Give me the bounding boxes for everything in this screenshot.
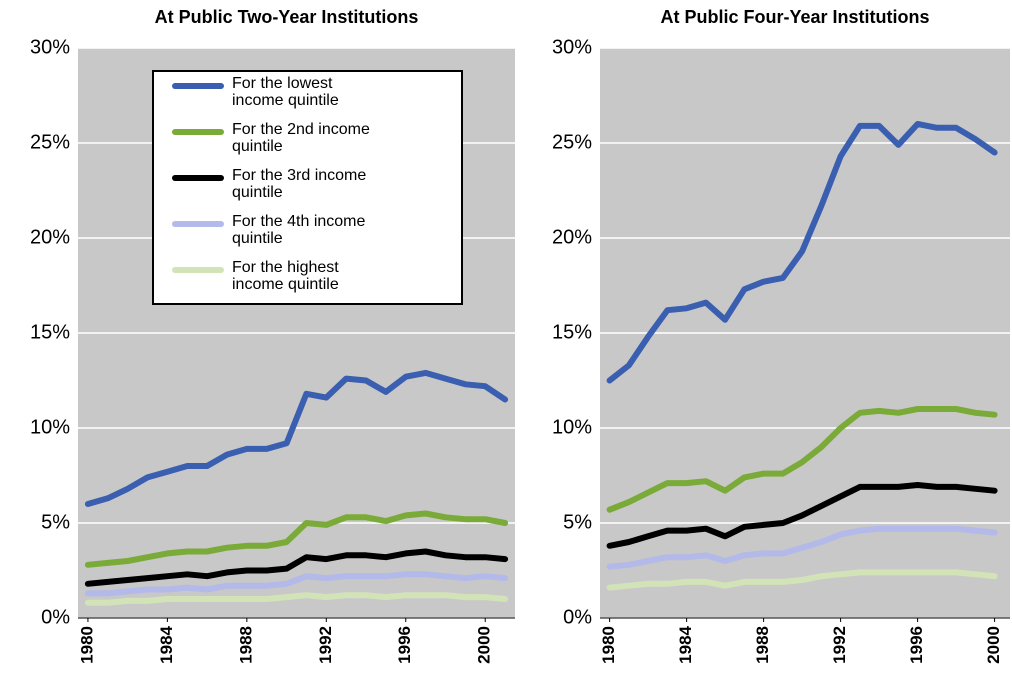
series-line [606, 406, 998, 513]
x-tick-label: 2000 [475, 626, 494, 664]
x-tick-label: 1996 [395, 626, 414, 664]
chart-title: At Public Four-Year Institutions [660, 7, 929, 27]
legend-entry: For the highest income quintile [154, 256, 461, 302]
series-line [606, 121, 998, 384]
x-tick-label: 1980 [599, 626, 618, 664]
legend-swatch [172, 221, 224, 227]
legend-swatch [172, 83, 224, 89]
x-tick-label: 1988 [753, 626, 772, 664]
x-tick-label: 1996 [907, 626, 926, 664]
y-tick-label: 15% [552, 321, 592, 343]
series-line [84, 369, 509, 507]
chart-title: At Public Two-Year Institutions [155, 7, 419, 27]
x-tick-label: 1992 [830, 626, 849, 664]
y-tick-label: 0% [41, 606, 70, 628]
legend-swatch [172, 175, 224, 181]
legend-label: For the 4th income quintile [232, 213, 366, 247]
y-tick-label: 5% [563, 511, 592, 533]
legend-label: For the 2nd income quintile [232, 121, 370, 155]
series-line [606, 482, 998, 549]
series-line [84, 510, 509, 568]
legend-label: For the highest income quintile [232, 259, 339, 293]
y-tick-label: 0% [563, 606, 592, 628]
legend-entry: For the 4th income quintile [154, 210, 461, 256]
x-tick-label: 1992 [316, 626, 335, 664]
legend-entry: For the 2nd income quintile [154, 118, 461, 164]
y-tick-label: 10% [552, 416, 592, 438]
legend-swatch [172, 267, 224, 273]
legend-entry: For the 3rd income quintile [154, 164, 461, 210]
series-line [606, 569, 998, 591]
x-tick-label: 2000 [984, 626, 1003, 664]
y-tick-label: 20% [30, 226, 70, 248]
series-line [84, 548, 509, 587]
x-tick-label: 1980 [77, 626, 96, 664]
x-tick-label: 1988 [236, 626, 255, 664]
legend-label: For the lowest income quintile [232, 75, 339, 109]
legend-swatch [172, 129, 224, 135]
y-tick-label: 30% [30, 36, 70, 58]
x-tick-label: 1984 [676, 625, 695, 663]
y-tick-label: 10% [30, 416, 70, 438]
legend-entry: For the lowest income quintile [154, 72, 461, 118]
y-tick-label: 25% [30, 131, 70, 153]
x-tick-label: 1984 [157, 625, 176, 663]
y-tick-label: 5% [41, 511, 70, 533]
legend: For the lowest income quintile For the 2n… [152, 70, 463, 305]
y-tick-label: 15% [30, 321, 70, 343]
series-line [606, 525, 998, 570]
series-line [84, 571, 509, 597]
y-tick-label: 25% [552, 131, 592, 153]
series-line [84, 592, 509, 606]
y-tick-label: 30% [552, 36, 592, 58]
legend-label: For the 3rd income quintile [232, 167, 367, 201]
y-tick-label: 20% [552, 226, 592, 248]
